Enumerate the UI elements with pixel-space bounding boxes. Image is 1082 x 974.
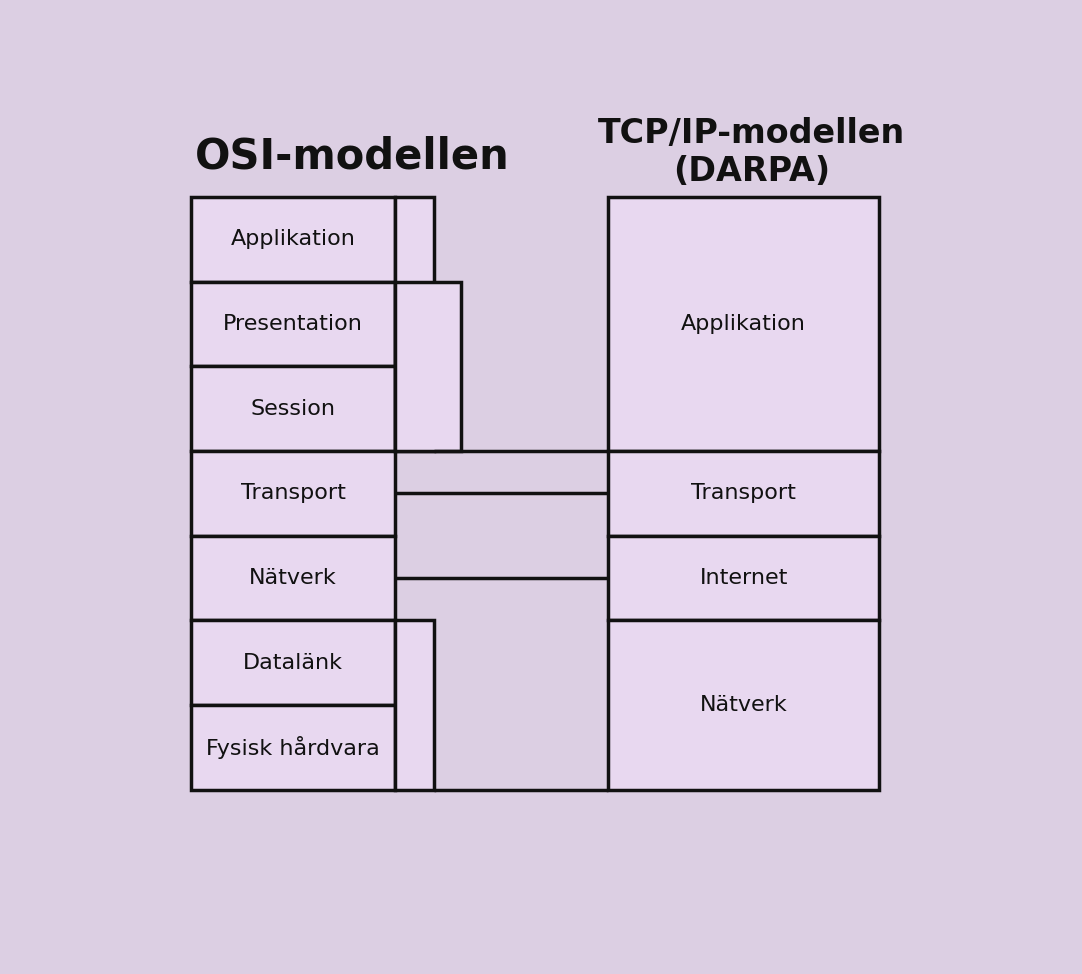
Bar (192, 536, 395, 620)
Text: Internet: Internet (699, 568, 788, 588)
Text: Datalänk: Datalänk (243, 653, 343, 673)
Bar (608, 536, 880, 620)
Bar (192, 197, 395, 281)
Text: Transport: Transport (240, 483, 345, 504)
Bar (192, 366, 395, 451)
Text: Session: Session (250, 398, 335, 419)
Text: Nätverk: Nätverk (700, 695, 788, 715)
Text: TCP/IP-modellen
(DARPA): TCP/IP-modellen (DARPA) (597, 117, 905, 188)
Bar (192, 281, 395, 366)
Bar (608, 197, 880, 451)
Bar (608, 620, 880, 790)
Bar (395, 620, 434, 790)
Bar (192, 620, 395, 705)
Bar (395, 197, 434, 451)
Text: Applikation: Applikation (682, 314, 806, 334)
Text: Applikation: Applikation (230, 229, 355, 249)
Bar (192, 705, 395, 790)
Text: Transport: Transport (691, 483, 796, 504)
Text: Nätverk: Nätverk (249, 568, 337, 588)
Bar (395, 281, 461, 451)
Text: Presentation: Presentation (223, 314, 362, 334)
Bar (192, 451, 395, 536)
Text: Fysisk hårdvara: Fysisk hårdvara (206, 736, 380, 759)
Text: OSI-modellen: OSI-modellen (195, 135, 510, 177)
Bar (608, 451, 880, 536)
